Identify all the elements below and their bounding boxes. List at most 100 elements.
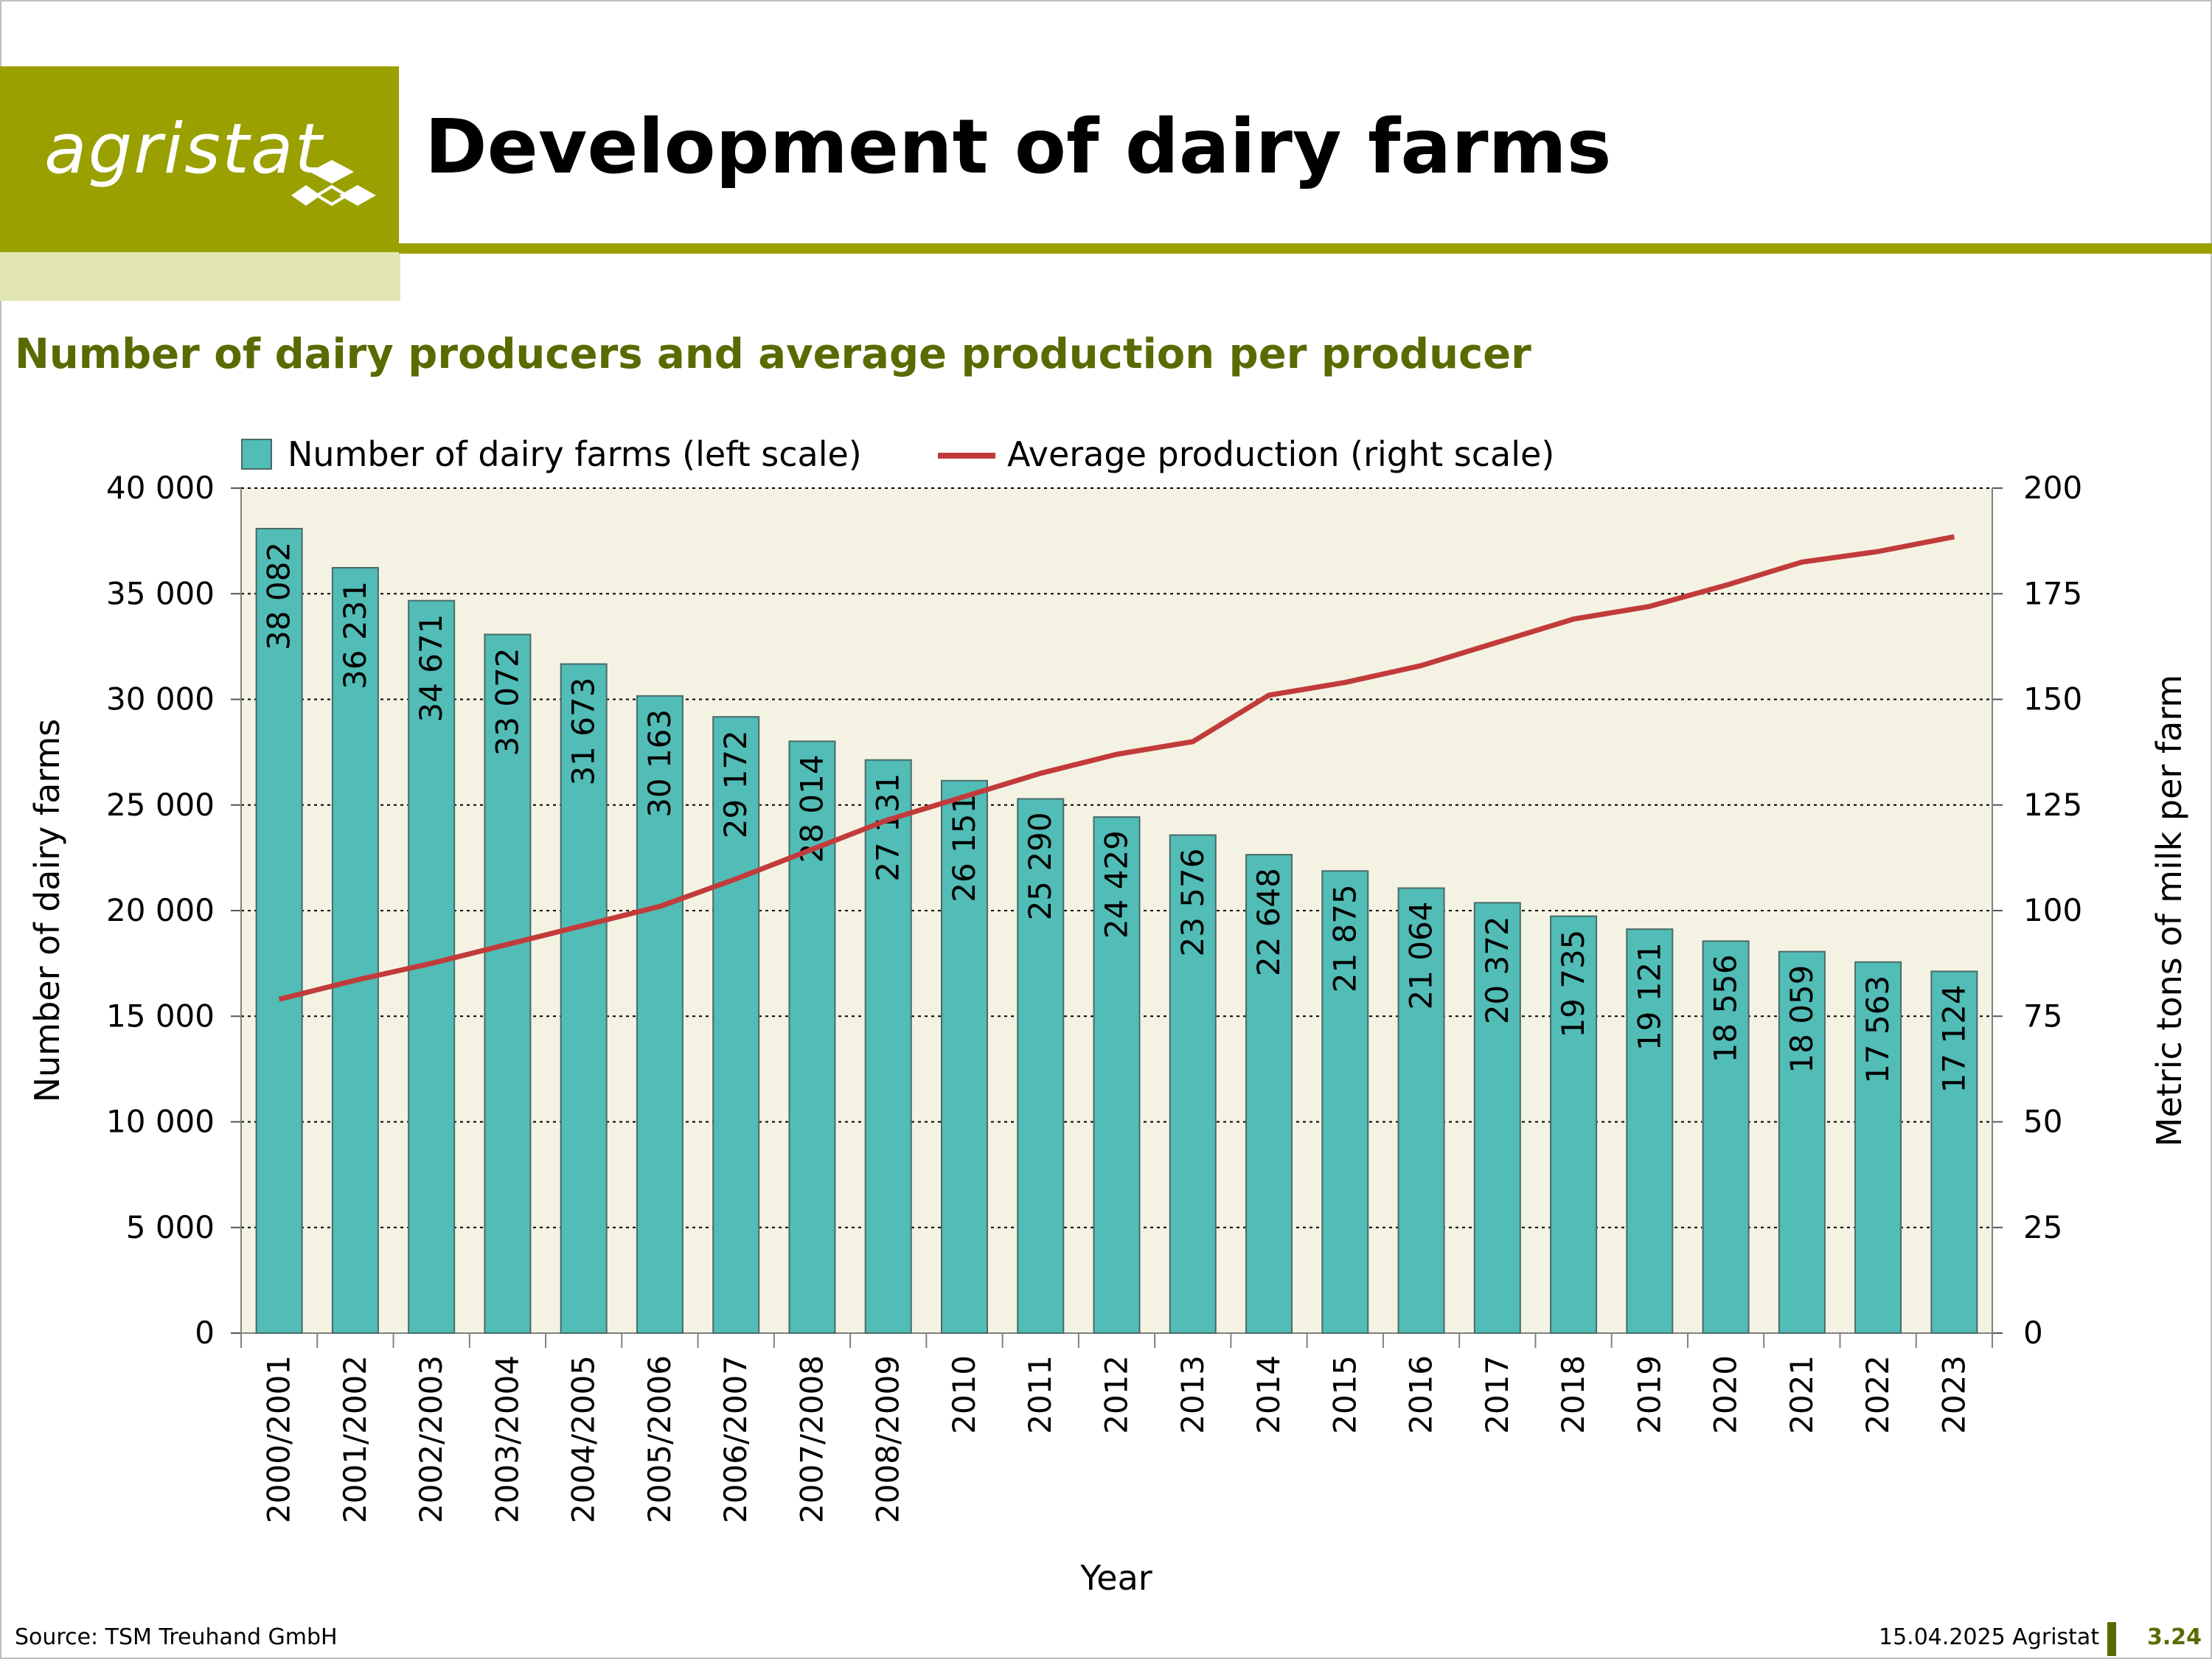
bar [1397,887,1445,1334]
chart-subtitle: Number of dairy producers and average pr… [15,330,1531,378]
left-tick-label: 30 000 [106,681,215,717]
bar [1245,854,1293,1334]
bar [1017,798,1065,1334]
x-category-label: 2000/2001 [261,1355,297,1523]
bar [1778,950,1826,1334]
x-category-label: 2014 [1251,1355,1287,1434]
bar-value-label: 22 648 [1251,868,1287,976]
bar-value-label: 33 072 [489,647,525,756]
bar-value-label: 36 231 [337,581,373,689]
logo-diamond-icon [291,160,376,206]
bar-value-label: 25 290 [1022,812,1058,920]
x-axis-title: Year [1079,1558,1152,1598]
x-category-label: 2018 [1555,1355,1591,1434]
bar-value-label: 38 082 [261,542,297,650]
left-tick-label: 5 000 [126,1209,215,1245]
left-tick-label: 0 [195,1315,215,1351]
x-category-label: 2012 [1099,1355,1135,1434]
x-category-label: 2013 [1175,1355,1211,1434]
bar-value-label: 23 576 [1175,849,1211,957]
x-category-label: 2010 [946,1355,982,1434]
bar [1093,816,1141,1334]
bar-value-label: 21 875 [1326,884,1363,992]
left-tick-label: 10 000 [106,1104,215,1140]
bar-value-label: 19 121 [1631,942,1667,1051]
x-category-label: 2008/2009 [870,1355,906,1523]
x-category-label: 2004/2005 [566,1355,602,1523]
left-tick-label: 20 000 [106,892,215,928]
x-category-label: 2001/2002 [337,1355,373,1523]
bar-value-label: 20 372 [1479,916,1515,1024]
x-category-label: 2017 [1479,1355,1515,1434]
y-axis-title: Number of dairy farms [27,719,67,1103]
bar [636,695,684,1334]
x-category-label: 2016 [1403,1355,1439,1434]
bar-value-label: 24 429 [1099,830,1135,939]
header-rule [399,243,2212,254]
x-category-label: 2021 [1784,1355,1820,1434]
right-tick-label: 50 [2023,1104,2062,1140]
bar [331,566,379,1335]
bar-value-label: 17 563 [1860,975,1896,1084]
bar [940,779,988,1334]
bar [1854,961,1902,1335]
x-category-label: 2023 [1935,1355,1972,1434]
dairy-farms-chart: 0 5 000 10 000 15 000 20 000 25 000 30 000 35 0… [27,434,2189,1598]
bar-value-label: 17 124 [1935,984,1972,1093]
x-category-label: 2019 [1631,1355,1667,1434]
footer-divider [2107,1622,2116,1656]
right-tick-label: 25 [2023,1209,2062,1245]
right-tick-label: 200 [2023,470,2082,506]
right-tick-label: 75 [2023,998,2062,1034]
average-production-line [278,534,1955,1002]
page-title: Development of dairy farms [425,103,1612,191]
legend-bar-swatch [241,439,272,470]
bar-value-label: 27 131 [870,773,906,882]
x-category-label: 2015 [1326,1355,1363,1434]
legend-line-label: Average production (right scale) [1007,434,1554,474]
logo-block [0,66,399,252]
right-tick-label: 100 [2023,892,2082,928]
logo-underlay [0,252,400,301]
bar [1321,870,1369,1334]
bar-value-label: 26 151 [946,794,982,902]
bar-value-label: 21 064 [1403,902,1439,1010]
bar-value-label: 31 673 [566,678,602,786]
right-tick-label: 175 [2023,575,2082,611]
bar [1550,915,1598,1335]
bar-value-label: 18 556 [1708,954,1744,1062]
bar-value-label: 19 735 [1555,930,1591,1038]
bar [1473,902,1521,1334]
x-category-label: 2022 [1860,1355,1896,1434]
legend-bar-label: Number of dairy farms (left scale) [288,434,862,474]
footer-date: 15.04.2025 Agristat [1879,1624,2100,1650]
bar [1626,928,1674,1334]
footer-source: Source: TSM Treuhand GmbH [15,1624,338,1650]
bar [788,740,836,1334]
bar [1169,834,1217,1334]
bar [484,633,532,1334]
bar [560,663,608,1334]
bar-value-label: 34 671 [413,614,449,723]
right-tick-label: 150 [2023,681,2082,717]
right-tick-label: 0 [2023,1315,2043,1351]
y2-axis-title: Metric tons of milk per farm [2149,675,2189,1147]
x-category-label: 2003/2004 [489,1355,525,1523]
bar-value-label: 29 172 [717,730,754,838]
bar [864,759,912,1335]
x-category-label: 2007/2008 [793,1355,830,1523]
logo-wordmark: agristat [44,109,324,189]
bar-value-label: 18 059 [1784,965,1820,1074]
x-category-label: 2002/2003 [413,1355,449,1523]
bar [255,527,303,1334]
bar [1702,940,1750,1334]
x-category-label: 2011 [1022,1355,1058,1434]
left-tick-label: 35 000 [106,575,215,611]
right-tick-label: 125 [2023,787,2082,823]
left-tick-label: 40 000 [106,470,215,506]
bar-value-label: 30 163 [641,709,678,818]
bar [712,716,760,1334]
x-category-label: 2020 [1708,1355,1744,1434]
left-tick-label: 15 000 [106,998,215,1034]
